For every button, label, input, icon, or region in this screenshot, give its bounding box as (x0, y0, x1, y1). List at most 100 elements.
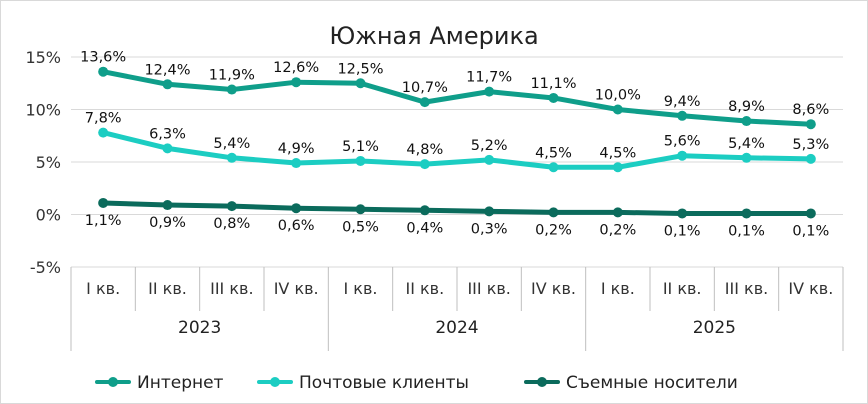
data-label: 12,6% (273, 60, 319, 76)
data-label: 0,1% (792, 223, 829, 239)
x-tick-label: II кв. (148, 279, 187, 298)
data-point (741, 152, 752, 163)
data-label: 0,2% (535, 222, 572, 238)
legend-label: Интернет (137, 373, 224, 393)
data-point (484, 206, 495, 217)
y-tick-label: -5% (30, 258, 61, 277)
series-line-3 (100, 200, 814, 216)
data-point (677, 150, 688, 161)
data-point (419, 97, 430, 108)
data-label: 0,1% (664, 223, 701, 239)
data-point (98, 127, 109, 138)
data-label: 8,6% (792, 102, 829, 118)
series-line-1 (100, 69, 814, 127)
data-label: 4,8% (406, 142, 443, 158)
data-point (291, 203, 302, 214)
data-label: 11,1% (530, 76, 576, 92)
x-tick-label: II кв. (405, 279, 444, 298)
data-label: 7,8% (85, 111, 122, 127)
data-label: 5,6% (664, 134, 701, 150)
x-tick-label: II кв. (663, 279, 702, 298)
data-point (162, 79, 173, 90)
data-label: 0,4% (406, 220, 443, 236)
data-point (98, 197, 109, 208)
year-label: 2023 (178, 318, 221, 338)
data-label: 4,9% (278, 141, 315, 157)
data-point (355, 78, 366, 89)
data-point (419, 159, 430, 170)
data-point (355, 204, 366, 215)
data-point (484, 154, 495, 165)
y-tick-label: 10% (25, 101, 61, 120)
data-point (419, 205, 430, 216)
x-tick-label: IV кв. (788, 279, 833, 298)
data-label: 0,8% (213, 216, 250, 232)
data-point (677, 110, 688, 121)
data-label: 4,5% (599, 145, 636, 161)
data-point (291, 158, 302, 169)
legend-marker (270, 377, 280, 387)
legend-label: Съемные носители (566, 373, 738, 393)
data-point (612, 207, 623, 218)
legend-label: Почтовые клиенты (299, 373, 469, 393)
data-label: 13,6% (80, 50, 126, 66)
data-label: 12,4% (144, 62, 190, 78)
data-label: 0,9% (149, 215, 186, 231)
series-line-2 (100, 130, 814, 170)
data-label: 5,3% (792, 137, 829, 153)
data-point (548, 162, 559, 173)
data-point (484, 86, 495, 97)
data-label: 4,5% (535, 145, 572, 161)
x-tick-label: IV кв. (274, 279, 319, 298)
data-point (226, 201, 237, 212)
x-tick-label: III кв. (467, 279, 510, 298)
data-point (677, 208, 688, 219)
data-point (741, 116, 752, 127)
data-label: 6,3% (149, 126, 186, 142)
data-point (805, 119, 816, 130)
data-point (612, 162, 623, 173)
data-label: 1,1% (85, 213, 122, 229)
x-tick-label: I кв. (344, 279, 378, 298)
data-label: 5,4% (728, 136, 765, 152)
legend-marker (537, 377, 547, 387)
data-point (548, 92, 559, 103)
data-label: 8,9% (728, 99, 765, 115)
data-point (162, 200, 173, 211)
data-point (741, 208, 752, 219)
data-label: 0,5% (342, 219, 379, 235)
x-tick-label: I кв. (86, 279, 120, 298)
x-tick-label: IV кв. (531, 279, 576, 298)
data-point (162, 143, 173, 154)
data-label: 0,2% (599, 222, 636, 238)
data-point (226, 84, 237, 95)
x-tick-label: I кв. (601, 279, 635, 298)
data-label: 0,6% (278, 218, 315, 234)
data-label: 10,7% (402, 80, 448, 96)
data-label: 9,4% (664, 94, 701, 110)
y-tick-label: 5% (36, 153, 61, 172)
data-label: 12,5% (337, 61, 383, 77)
data-label: 11,9% (209, 68, 255, 84)
data-label: 11,7% (466, 70, 512, 86)
data-point (291, 77, 302, 88)
data-point (612, 104, 623, 115)
data-label: 5,4% (213, 136, 250, 152)
data-label: 0,1% (728, 223, 765, 239)
year-label: 2025 (693, 318, 736, 338)
data-point (98, 66, 109, 77)
data-label: 5,2% (471, 138, 508, 154)
data-point (805, 153, 816, 164)
year-label: 2024 (435, 318, 478, 338)
legend-marker (108, 377, 118, 387)
y-tick-label: 15% (25, 48, 61, 67)
y-tick-label: 0% (36, 206, 61, 225)
data-point (355, 155, 366, 166)
data-label: 10,0% (595, 88, 641, 104)
data-point (226, 152, 237, 163)
x-tick-label: III кв. (210, 279, 253, 298)
data-label: 0,3% (471, 221, 508, 237)
x-tick-label: III кв. (725, 279, 768, 298)
data-label: 5,1% (342, 139, 379, 155)
